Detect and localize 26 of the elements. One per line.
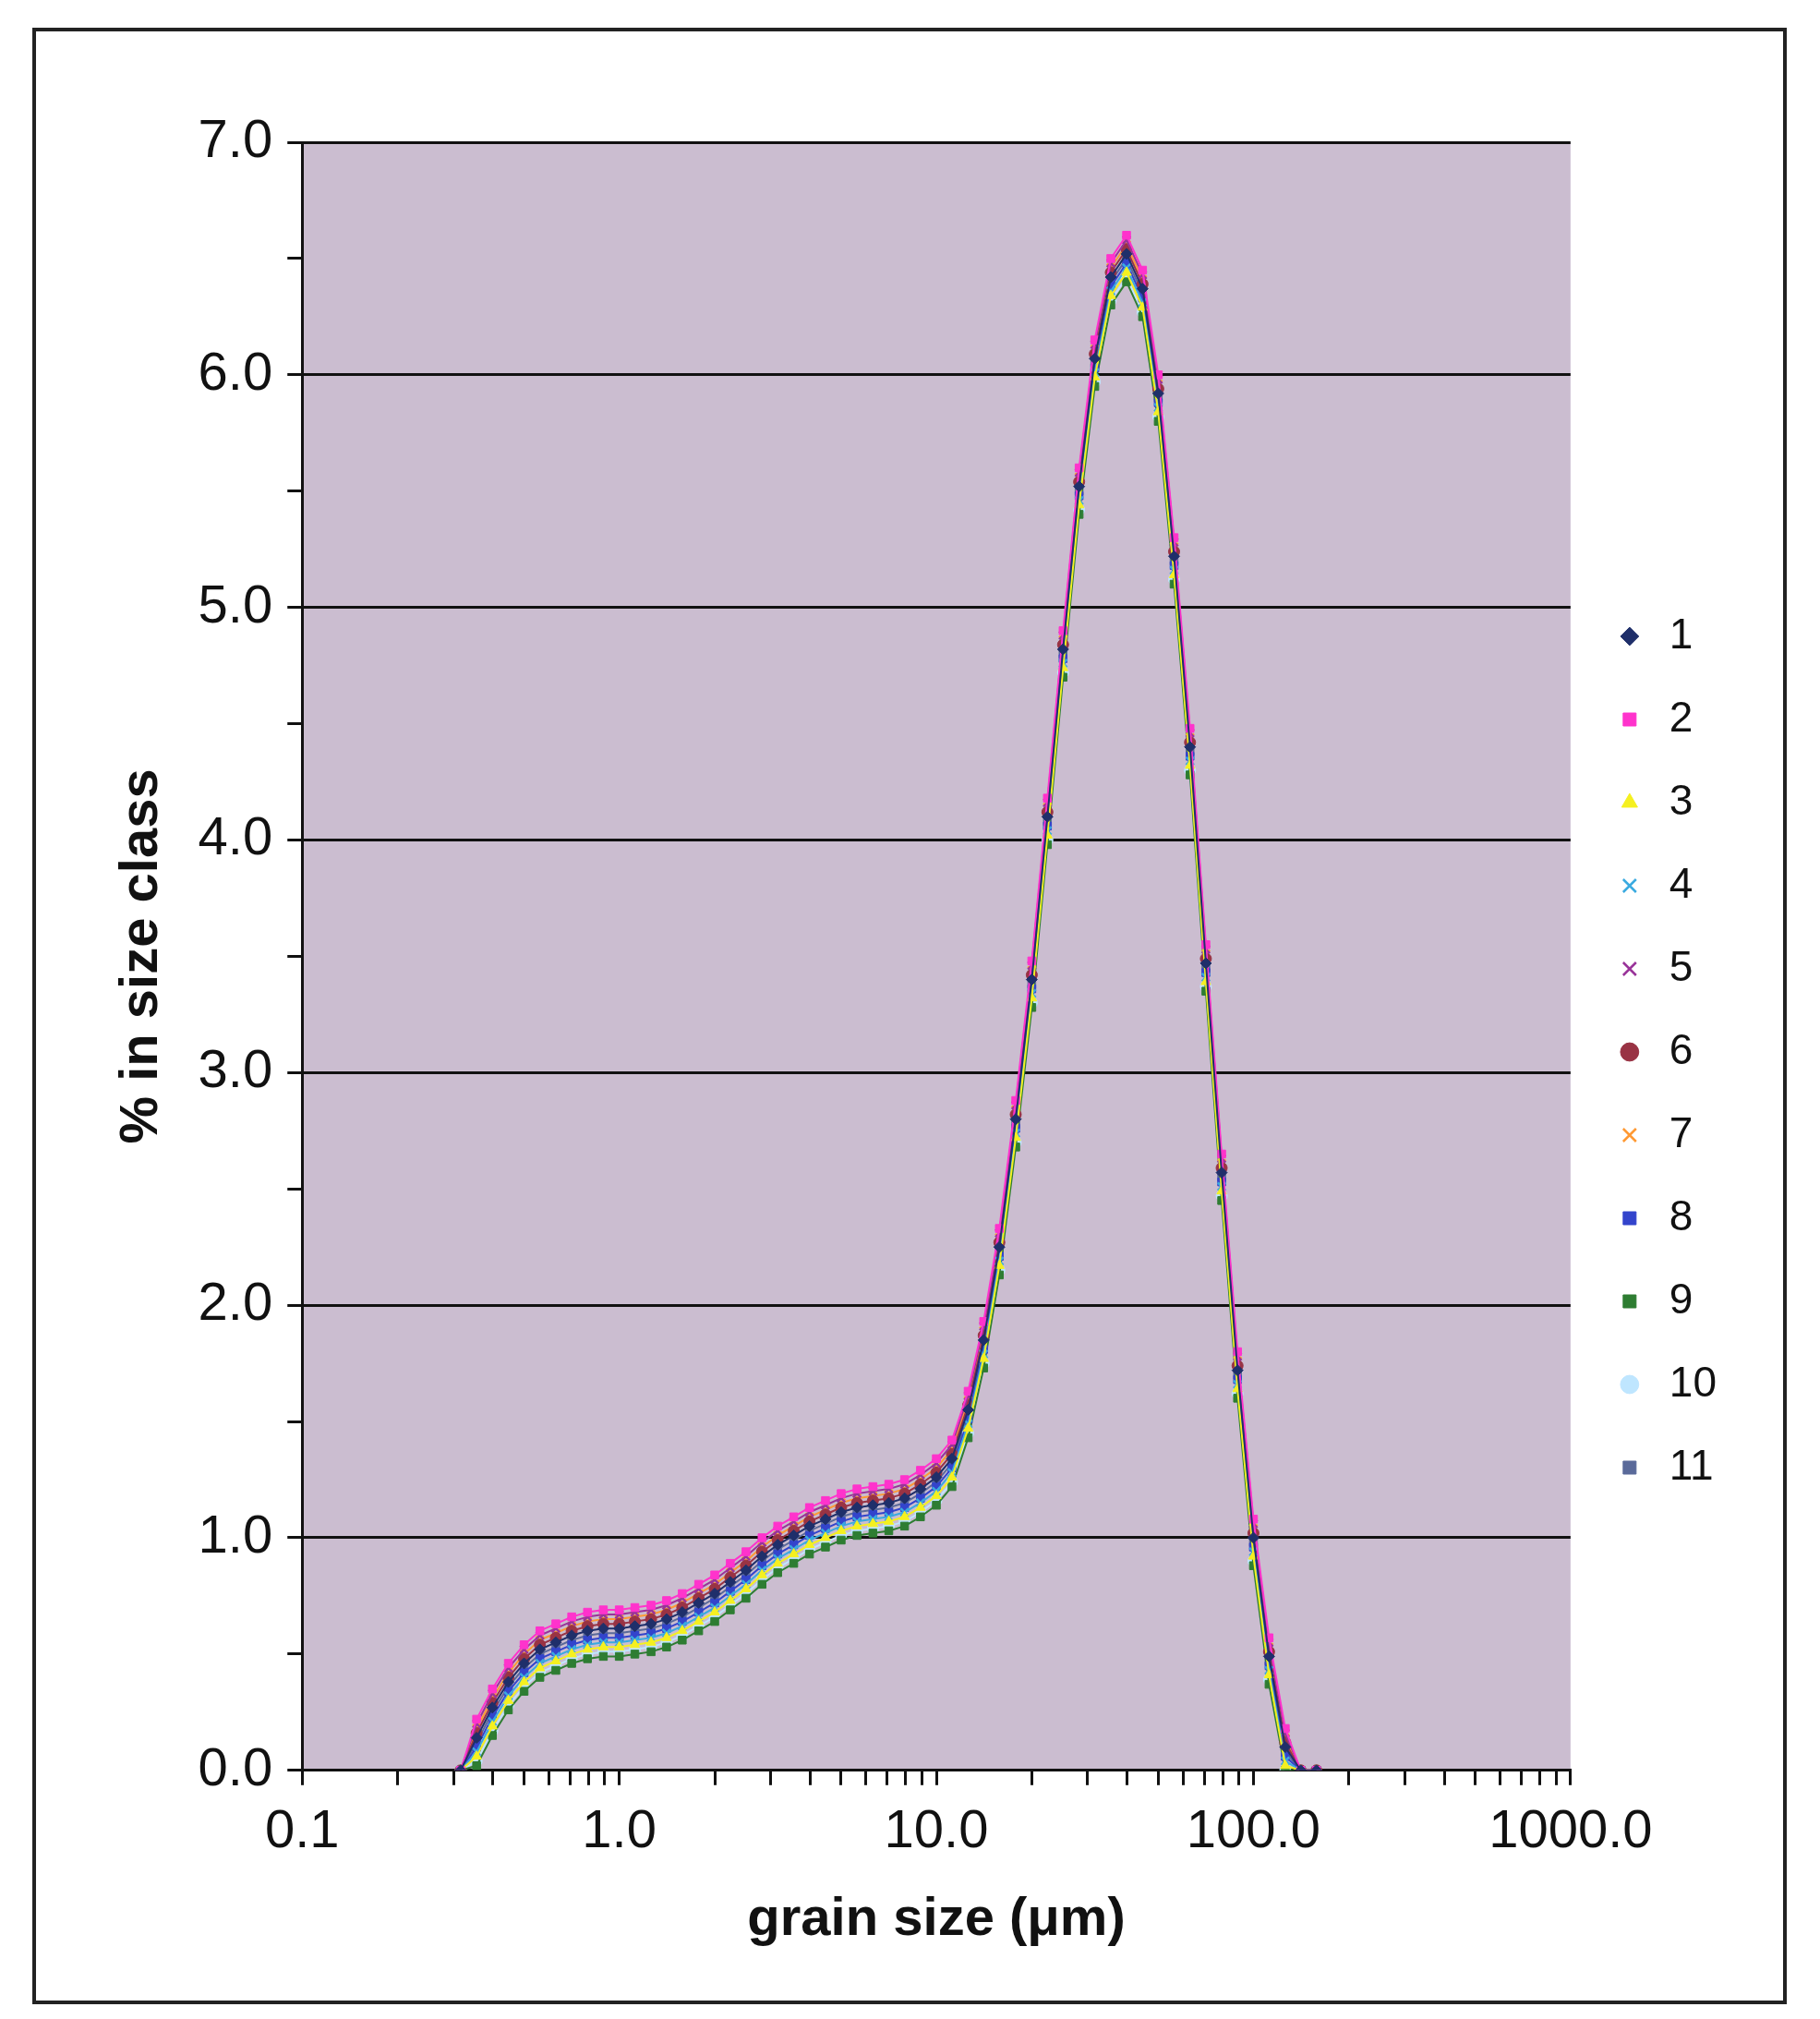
y-tick-label: 6.0 <box>198 340 273 401</box>
x-tick-label: 1.0 <box>582 1797 657 1858</box>
legend-label: 9 <box>1669 1274 1693 1323</box>
x-tick-label: 0.1 <box>264 1797 340 1858</box>
x-axis-title: grain size (μm) <box>747 1886 1126 1947</box>
legend-label: 5 <box>1669 941 1693 990</box>
y-tick-label: 0.0 <box>198 1735 273 1796</box>
y-axis-title: % in size class <box>107 768 168 1144</box>
legend-label: 7 <box>1669 1107 1693 1156</box>
x-tick-label: 10.0 <box>884 1797 989 1858</box>
legend-label: 11 <box>1669 1440 1714 1489</box>
legend-label: 8 <box>1669 1191 1693 1239</box>
y-tick-label: 7.0 <box>198 108 273 168</box>
legend-label: 3 <box>1669 775 1693 824</box>
y-tick-label: 2.0 <box>198 1271 273 1332</box>
legend-label: 1 <box>1669 609 1693 658</box>
y-tick-label: 4.0 <box>198 805 273 866</box>
y-tick-label: 3.0 <box>198 1038 273 1099</box>
legend-label: 2 <box>1669 692 1693 741</box>
x-tick-label: 1000.0 <box>1489 1797 1653 1858</box>
legend-label: 10 <box>1669 1357 1718 1406</box>
y-tick-label: 5.0 <box>198 573 273 634</box>
x-tick-label: 100.0 <box>1186 1797 1321 1858</box>
y-tick-label: 1.0 <box>198 1503 273 1564</box>
legend-label: 6 <box>1669 1024 1693 1073</box>
legend-label: 4 <box>1669 858 1693 907</box>
